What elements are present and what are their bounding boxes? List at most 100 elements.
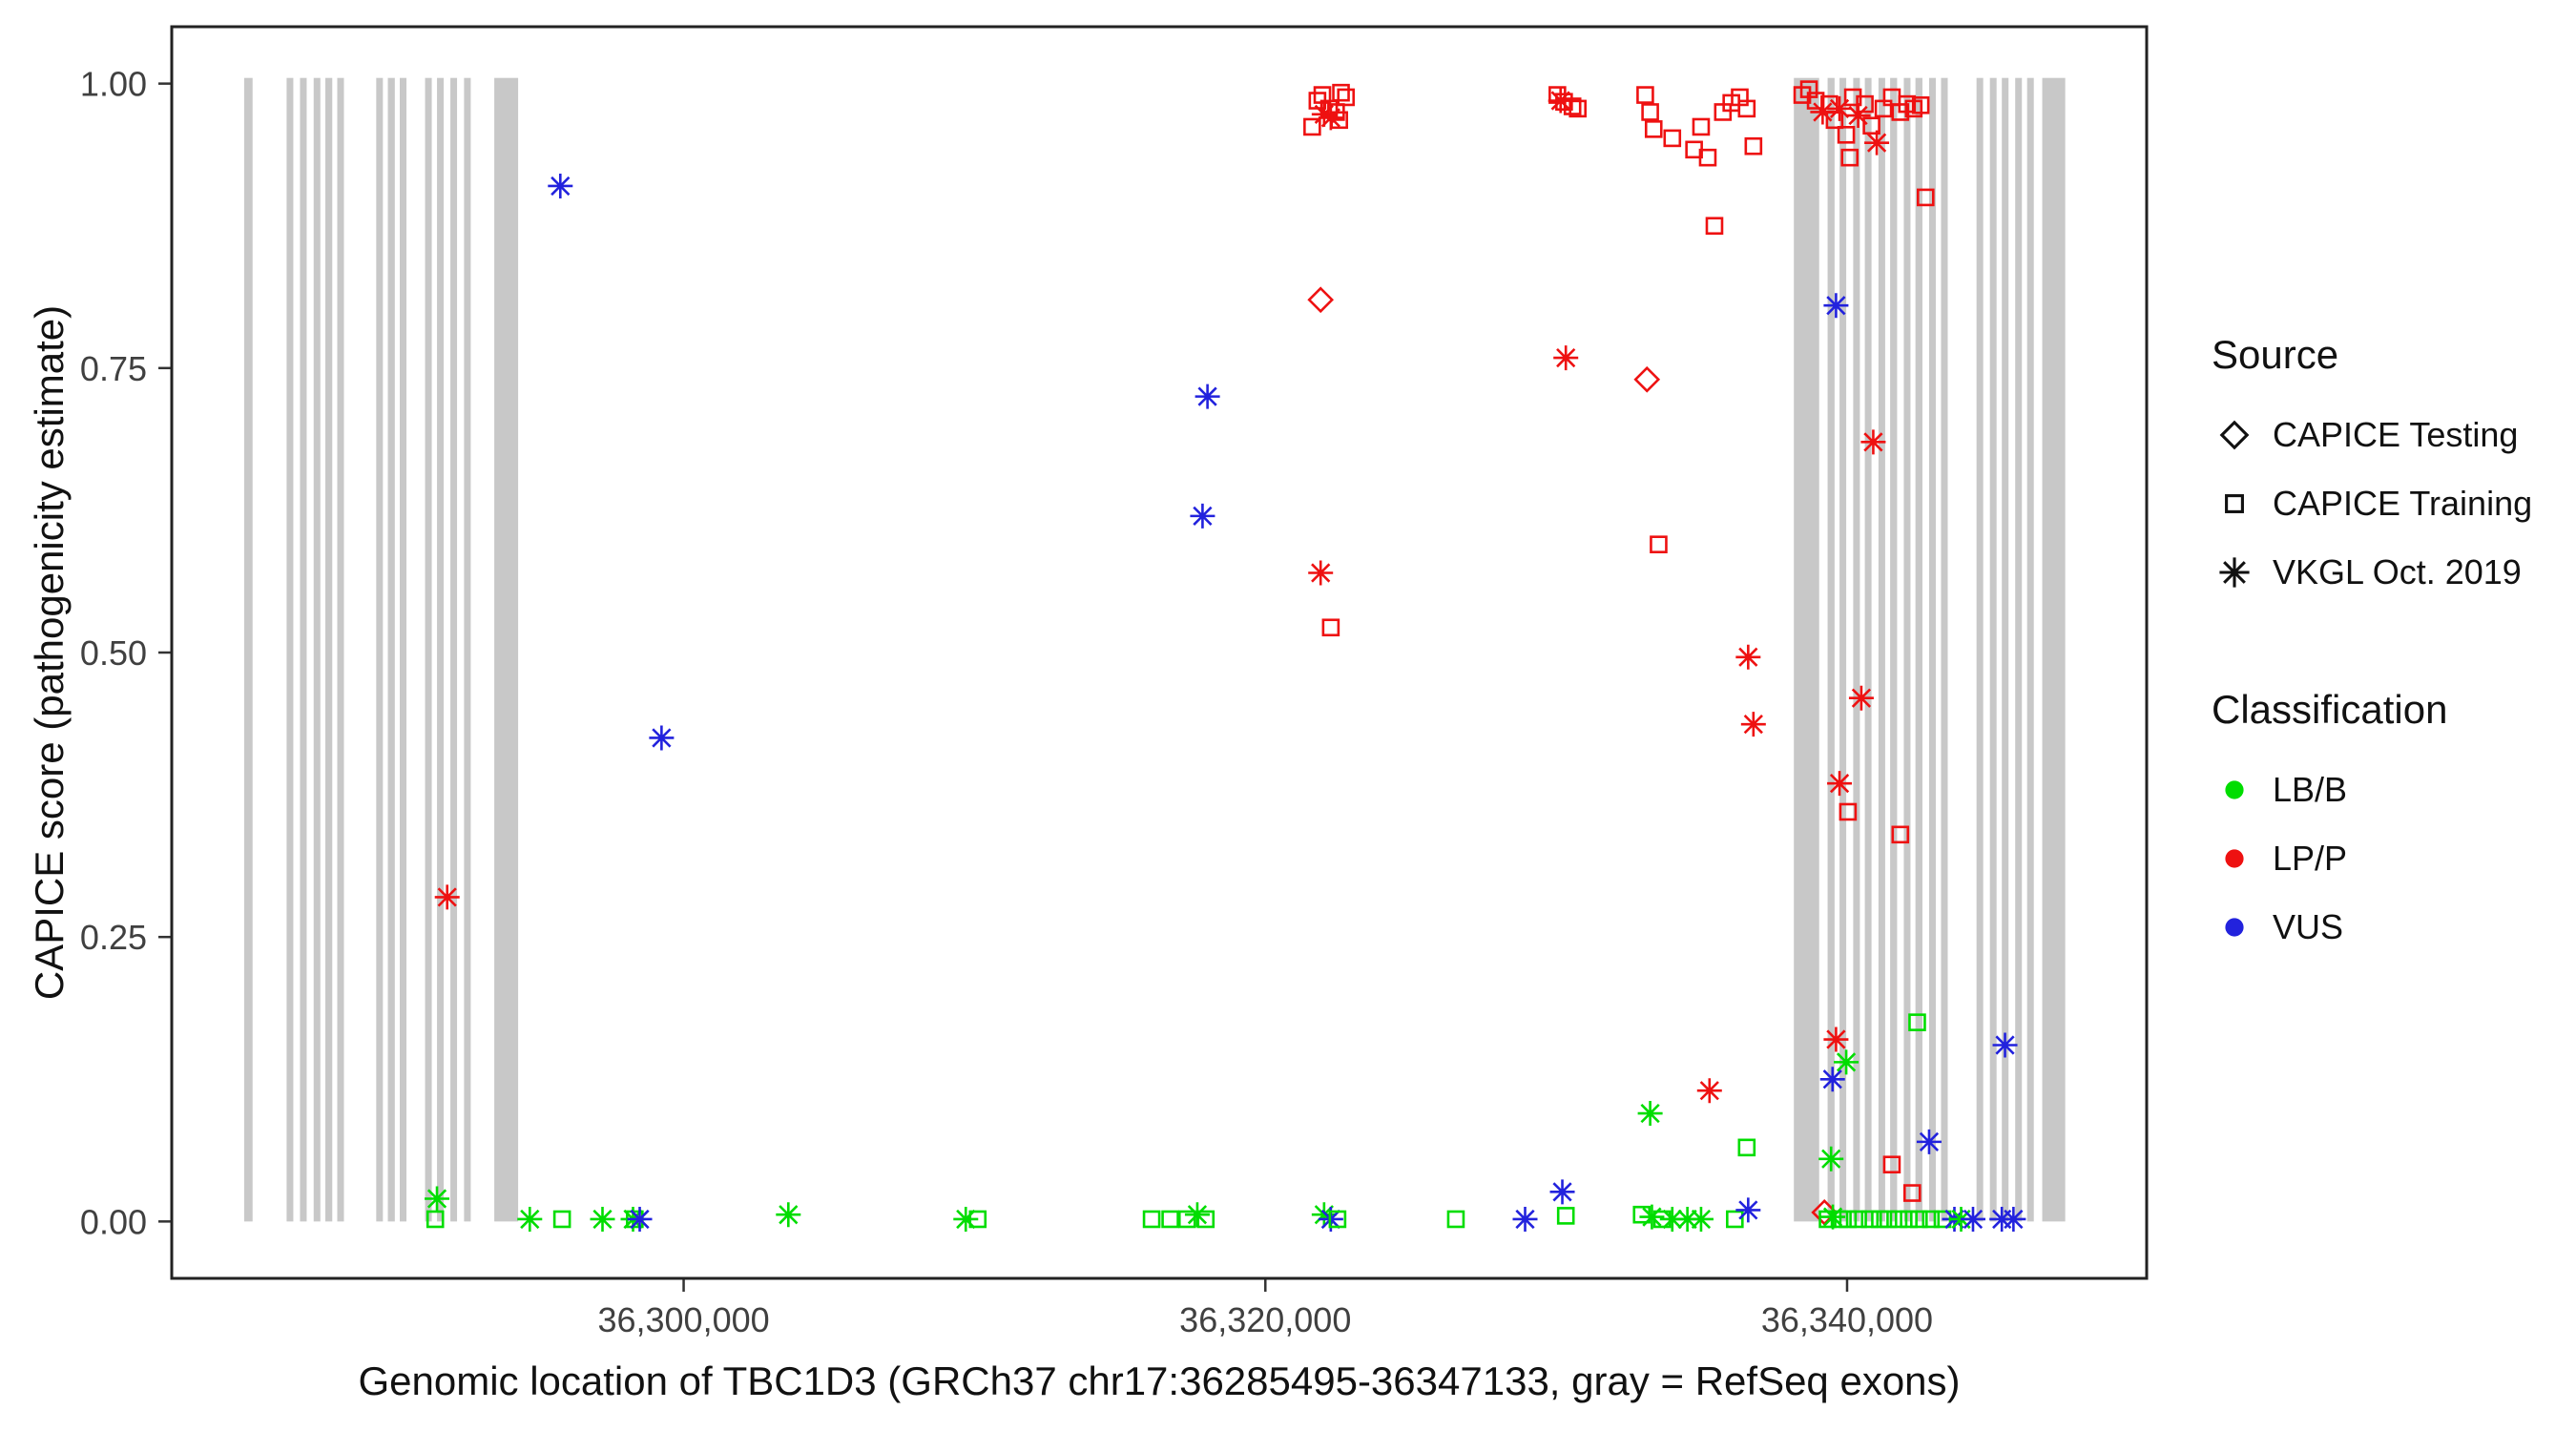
exon-bar xyxy=(243,77,253,1222)
exon-bar xyxy=(1853,77,1860,1222)
data-point-square xyxy=(1556,1207,1575,1225)
data-point-square xyxy=(968,1210,987,1229)
data-point-square xyxy=(1856,94,1874,114)
data-point-asterisk xyxy=(1916,1129,1942,1154)
y-tick-label: 0.50 xyxy=(80,633,147,673)
exon-bar xyxy=(1941,77,1948,1222)
data-point-asterisk xyxy=(1549,1179,1575,1205)
data-point-asterisk xyxy=(1864,130,1890,156)
data-point-square xyxy=(1303,117,1321,136)
exon-bar xyxy=(437,77,445,1222)
data-point-square xyxy=(552,1210,571,1229)
data-point-square xyxy=(1744,136,1763,156)
data-point-asterisk xyxy=(1834,1049,1859,1075)
data-point-square xyxy=(1446,1210,1465,1229)
legend-label-vkgl: VKGL Oct. 2019 xyxy=(2273,552,2522,591)
data-point-asterisk xyxy=(1308,560,1334,586)
legend-item-lpp: LP/P xyxy=(2212,824,2532,893)
data-point-square xyxy=(1177,1210,1196,1229)
exon-bar xyxy=(313,77,321,1222)
data-point-asterisk xyxy=(1512,1206,1538,1232)
data-point-square xyxy=(1860,1210,1880,1229)
x-tick-label: 36,300,000 xyxy=(597,1300,769,1339)
legend-group-classification: Classification LB/B LP/P VUS xyxy=(2212,687,2532,962)
data-point-asterisk xyxy=(1548,88,1573,114)
x-axis-title: Genomic location of TBC1D3 (GRCh37 chr17… xyxy=(358,1358,1961,1403)
y-tick-label: 0.75 xyxy=(80,349,147,388)
data-point-asterisk xyxy=(649,725,675,751)
data-point-asterisk xyxy=(1190,503,1215,529)
data-point-square xyxy=(1632,1205,1652,1224)
data-point-asterisk xyxy=(548,173,573,198)
data-point-asterisk xyxy=(776,1202,801,1228)
data-point-asterisk xyxy=(1818,1146,1844,1172)
data-point-square xyxy=(1737,99,1756,118)
legend: Source CAPICE Testing CAPICE Training VK… xyxy=(2212,332,2532,962)
data-point-asterisk xyxy=(1823,1027,1849,1052)
asterisk-icon xyxy=(2219,557,2250,588)
exon-bar xyxy=(2002,77,2009,1222)
exon-bar xyxy=(1989,77,1997,1222)
exon-bar xyxy=(494,77,519,1222)
data-point-asterisk xyxy=(627,1206,653,1232)
legend-title-source: Source xyxy=(2212,332,2339,377)
data-point-square xyxy=(1911,95,1930,114)
exon-bar xyxy=(425,77,432,1222)
legend-label-capice-training: CAPICE Training xyxy=(2273,484,2533,523)
data-point-asterisk xyxy=(434,884,460,910)
legend-group-source: Source CAPICE Testing CAPICE Training VK… xyxy=(2212,332,2532,607)
exon-bar xyxy=(387,77,395,1222)
data-point-square xyxy=(1840,148,1859,167)
data-point-square xyxy=(1839,802,1858,821)
data-point-asterisk xyxy=(1961,1206,1985,1232)
data-point-asterisk xyxy=(1823,293,1849,319)
data-point-asterisk xyxy=(1827,95,1853,121)
legend-item-capice-training: CAPICE Training xyxy=(2212,469,2532,538)
data-point-asterisk xyxy=(1848,685,1874,711)
legend-label-vus: VUS xyxy=(2273,907,2344,946)
exon-bar xyxy=(286,77,294,1222)
data-point-square xyxy=(1917,188,1935,207)
circle-icon-lpp xyxy=(2225,849,2244,868)
data-point-square xyxy=(1692,117,1711,136)
data-point-asterisk xyxy=(2001,1206,2026,1232)
legend-title-classification: Classification xyxy=(2212,687,2448,732)
data-point-diamond xyxy=(1633,365,1661,393)
data-point-square xyxy=(1332,83,1350,102)
data-point-square xyxy=(1902,1184,1922,1202)
data-point-asterisk xyxy=(1735,644,1761,670)
x-tick-label: 36,320,000 xyxy=(1179,1300,1351,1339)
exon-bar xyxy=(324,77,333,1222)
data-point-square xyxy=(1891,825,1910,844)
data-point-asterisk xyxy=(1860,429,1886,455)
exon-bar xyxy=(2015,77,2023,1222)
exon-bar xyxy=(376,77,384,1222)
y-tick-label: 0.25 xyxy=(80,918,147,957)
legend-label-lpp: LP/P xyxy=(2273,839,2348,878)
exon-bar xyxy=(1878,77,1885,1222)
data-point-asterisk xyxy=(1311,1202,1337,1228)
exon-bar xyxy=(1928,77,1936,1222)
legend-item-vkgl: VKGL Oct. 2019 xyxy=(2212,538,2532,607)
data-point-asterisk xyxy=(1827,771,1853,797)
data-point-square xyxy=(1328,1210,1347,1229)
exon-bar xyxy=(1903,77,1911,1222)
exon-bar xyxy=(1976,77,1984,1222)
data-point-square xyxy=(1837,126,1856,144)
data-point-square xyxy=(1839,1210,1858,1229)
data-point-square xyxy=(1849,1210,1867,1229)
x-tick-label: 36,340,000 xyxy=(1761,1300,1933,1339)
data-point-asterisk xyxy=(1639,1204,1665,1230)
exon-bar xyxy=(300,77,307,1222)
data-point-square xyxy=(1922,1210,1941,1229)
data-point-square xyxy=(1641,103,1659,121)
data-point-square xyxy=(1321,618,1340,637)
panel-border xyxy=(170,25,2149,1280)
legend-item-lbb: LB/B xyxy=(2212,756,2532,824)
data-point-asterisk xyxy=(1195,384,1220,409)
data-point-asterisk xyxy=(1637,1101,1663,1127)
y-tick-label: 0.00 xyxy=(80,1202,147,1241)
data-point-square xyxy=(1644,120,1663,138)
